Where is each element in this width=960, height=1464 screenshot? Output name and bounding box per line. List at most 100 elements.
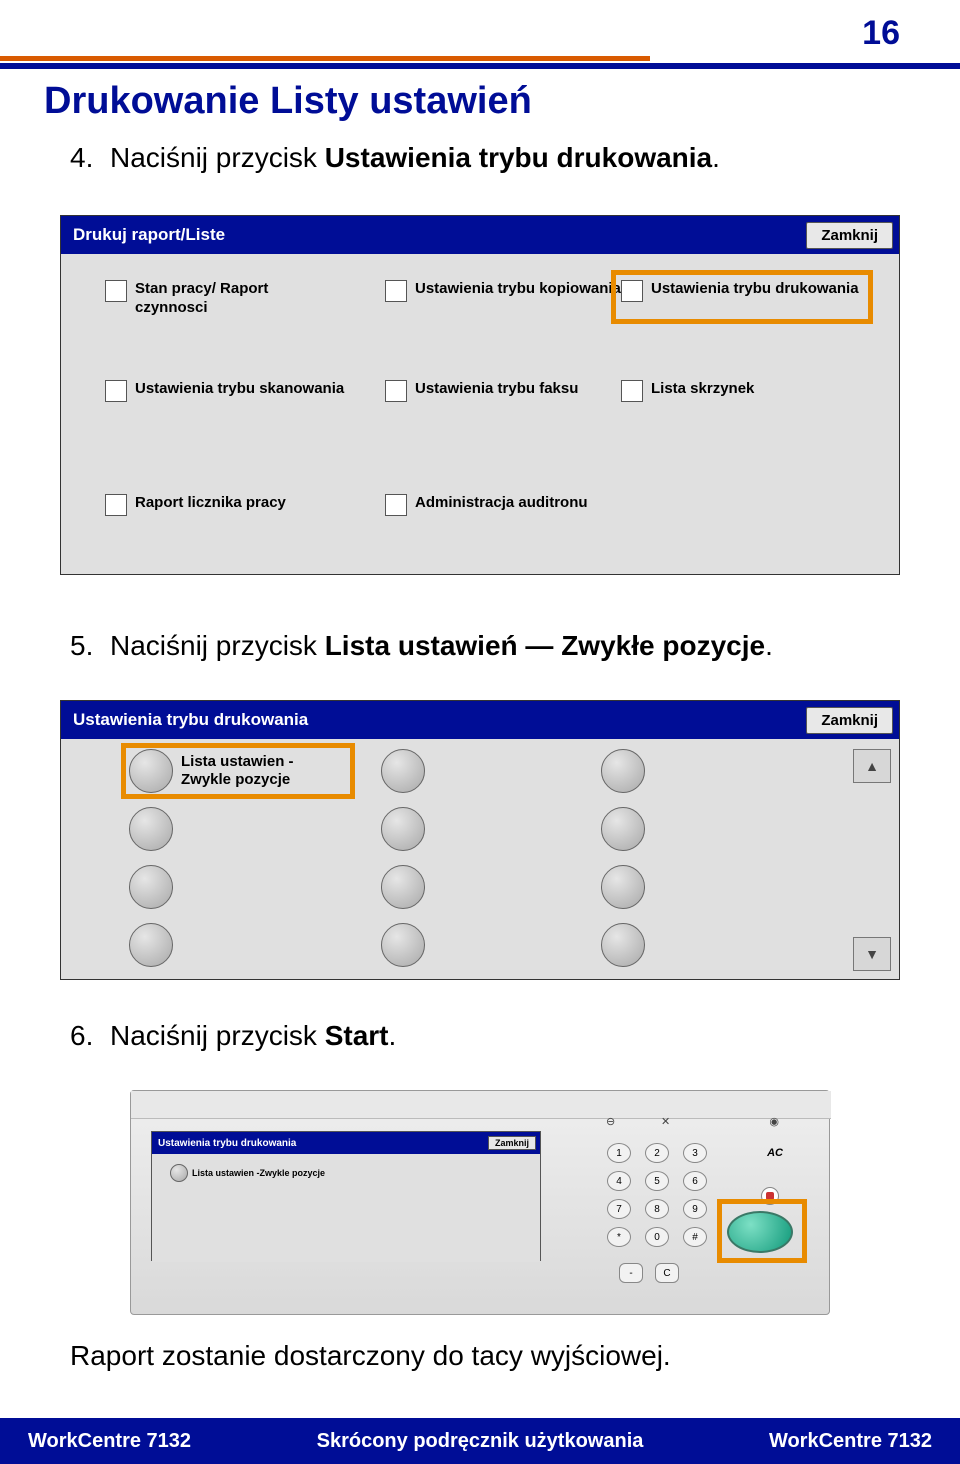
footer: WorkCentre 7132 Skrócony podręcznik użyt… [0,1418,960,1464]
step-4-num: 4. [70,142,93,174]
keypad-bottom-row: - C [619,1263,679,1283]
circle-button-icon [601,749,645,793]
key-9[interactable]: 9 [683,1199,707,1219]
printer-touchscreen: Ustawienia trybu drukowania Zamknij List… [151,1131,541,1261]
key-0[interactable]: 0 [645,1227,669,1247]
checkbox-icon [105,380,127,402]
step-6-pre: Naciśnij przycisk [110,1020,325,1051]
circle-button-icon [381,807,425,851]
panel1-close-button[interactable]: Zamknij [806,222,893,249]
panel2-title: Ustawienia trybu drukowania [73,710,308,730]
opt-label: Ustawienia trybu skanowania [135,380,344,399]
opt-label: Ustawienia trybu faksu [415,380,578,399]
checkbox-icon [621,280,643,302]
opt-label: Raport licznika pracy [135,494,286,513]
checkbox-icon [385,494,407,516]
opt-auditron-admin[interactable]: Administracja auditronu [385,494,625,516]
opt-scan-settings[interactable]: Ustawienia trybu skanowania [105,380,345,402]
p2-empty-5[interactable] [381,807,425,851]
opt-label: Stan pracy/ Raport czynnosci [135,280,345,318]
p2-empty-9[interactable] [601,807,645,851]
opt-counter-report[interactable]: Raport licznika pracy [105,494,345,516]
circle-button-icon [381,749,425,793]
key-6[interactable]: 6 [683,1171,707,1191]
circle-button-icon [129,865,173,909]
p2-empty-8[interactable] [601,749,645,793]
opt-label: Administracja auditronu [415,494,588,513]
mini-header: Ustawienia trybu drukowania Zamknij [152,1132,540,1154]
step-5-post: . [765,630,773,661]
p2-item-settings-list[interactable]: Lista ustawien - Zwykle pozycje [129,749,341,793]
panel2-header: Ustawienia trybu drukowania Zamknij [61,701,899,739]
mini-close-button[interactable]: Zamknij [488,1136,536,1150]
circle-button-icon [601,923,645,967]
page-number: 16 [862,14,900,53]
numeric-keypad: 1 2 3 4 5 6 7 8 9 * 0 # [607,1143,711,1247]
step-6: 6. Naciśnij przycisk Start. [110,1020,396,1052]
printer-top-edge [131,1091,831,1119]
header-blue-rule [0,63,960,69]
scroll-down-button[interactable]: ▼ [853,937,891,971]
footer-left: WorkCentre 7132 [28,1430,191,1453]
key-3[interactable]: 3 [683,1143,707,1163]
p2-empty-6[interactable] [381,865,425,909]
p2-empty-1[interactable] [129,807,173,851]
scroll-up-button[interactable]: ▲ [853,749,891,783]
key-dash[interactable]: - [619,1263,643,1283]
panel1-header: Drukuj raport/Liste Zamknij [61,216,899,254]
key-7[interactable]: 7 [607,1199,631,1219]
help-icon: ◉ [769,1115,779,1128]
checkbox-icon [105,494,127,516]
panel2-close-button[interactable]: Zamknij [806,707,893,734]
key-hash[interactable]: # [683,1227,707,1247]
key-2[interactable]: 2 [645,1143,669,1163]
stop-button[interactable] [761,1187,779,1205]
mini-item-settings-list[interactable]: Lista ustawien -Zwykle pozycje [170,1164,325,1182]
step-4-bold: Ustawienia trybu drukowania [325,142,712,173]
key-star[interactable]: * [607,1227,631,1247]
opt-label: Ustawienia trybu drukowania [651,280,859,299]
p2-empty-10[interactable] [601,865,645,909]
step-6-num: 6. [70,1020,93,1052]
key-5[interactable]: 5 [645,1171,669,1191]
key-4[interactable]: 4 [607,1171,631,1191]
opt-mailbox-list[interactable]: Lista skrzynek [621,380,861,402]
language-icon: ✕ [661,1115,670,1128]
step-5-pre: Naciśnij przycisk [110,630,325,661]
circle-button-icon [381,923,425,967]
step-6-post: . [389,1020,397,1051]
panel-print-settings: Ustawienia trybu drukowania Zamknij List… [60,700,900,980]
mini-body: Lista ustawien -Zwykle pozycje [152,1154,540,1262]
checkbox-icon [621,380,643,402]
opt-label: Lista skrzynek [651,380,754,399]
circle-button-icon [129,807,173,851]
step-5: 5. Naciśnij przycisk Lista ustawień — Zw… [110,630,773,662]
mini-circle-icon [170,1164,188,1182]
step-4: 4. Naciśnij przycisk Ustawienia trybu dr… [110,142,720,174]
opt-fax-settings[interactable]: Ustawienia trybu faksu [385,380,625,402]
opt-job-status[interactable]: Stan pracy/ Raport czynnosci [105,280,345,318]
panel1-body: Stan pracy/ Raport czynnosci Ustawienia … [61,254,899,576]
key-c[interactable]: C [655,1263,679,1283]
step-6-bold: Start [325,1020,389,1051]
key-1[interactable]: 1 [607,1143,631,1163]
p2-item-label: Lista ustawien - Zwykle pozycje [181,753,341,789]
p2-empty-2[interactable] [129,865,173,909]
p2-empty-7[interactable] [381,923,425,967]
start-button[interactable] [727,1211,793,1253]
circle-button-icon [601,807,645,851]
panel2-body: Lista ustawien - Zwykle pozycje ▲ ▼ [61,739,899,981]
circle-button-icon [129,923,173,967]
p2-empty-3[interactable] [129,923,173,967]
footer-center: Skrócony podręcznik użytkowania [317,1430,644,1453]
result-text: Raport zostanie dostarczony do tacy wyjś… [70,1340,671,1372]
step-5-bold: Lista ustawień — Zwykłe pozycje [325,630,765,661]
p2-empty-11[interactable] [601,923,645,967]
step-5-num: 5. [70,630,93,662]
circle-button-icon [601,865,645,909]
checkbox-icon [385,380,407,402]
key-8[interactable]: 8 [645,1199,669,1219]
opt-print-settings[interactable]: Ustawienia trybu drukowania [621,280,861,302]
opt-copy-settings[interactable]: Ustawienia trybu kopiowania [385,280,625,302]
p2-empty-4[interactable] [381,749,425,793]
